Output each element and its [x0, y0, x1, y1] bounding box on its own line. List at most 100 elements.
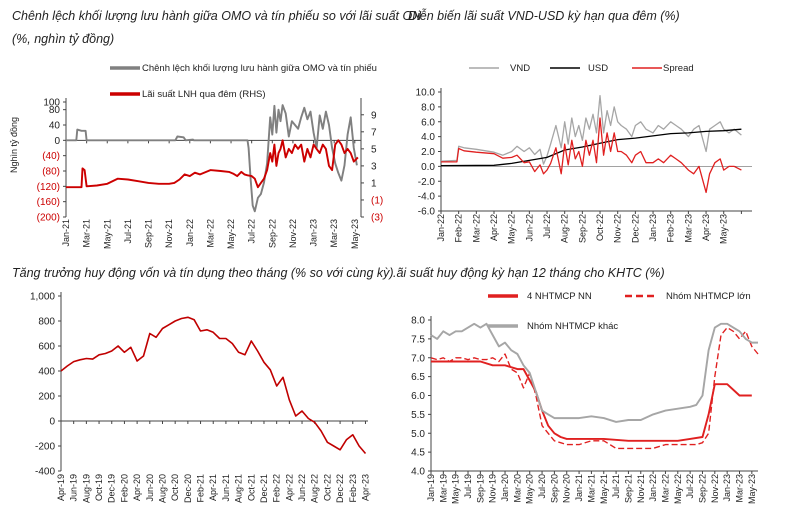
c2-ytick-label: -6.0 [418, 207, 436, 218]
c1-legend-label: Lãi suất LNH qua đêm (RHS) [142, 89, 266, 100]
c4-xtick-label: May-23 [747, 474, 757, 504]
c3-xtick-label: Feb-20 [119, 474, 129, 503]
c1-y2tick-label: 5 [371, 144, 377, 155]
c2-ytick-label: 2.0 [421, 147, 435, 158]
c1-xtick-label: Nov-21 [164, 219, 174, 248]
c1-xtick-label: Sep-21 [144, 219, 154, 248]
c4-legend-label: Nhóm NHTMCP khác [527, 321, 618, 332]
c4-xtick-label: Jul-21 [611, 474, 621, 499]
c3-xtick-label: Aug-19 [81, 474, 91, 503]
c4-xtick-label: Jul-22 [685, 474, 695, 499]
c4-xtick-label: Nov-21 [636, 474, 646, 503]
c4-ytick-label: 4.0 [411, 467, 425, 478]
c3-xtick-label: Apr-19 [56, 474, 66, 501]
c4-series-1-line [431, 360, 752, 442]
c1-xtick-label: Nov-22 [288, 219, 298, 248]
c2-legend-label: Spread [663, 63, 694, 74]
c3-ytick-label: 200 [38, 392, 55, 403]
c1-ytick-label: 40 [49, 121, 61, 132]
c1-ytick-label: (120) [37, 182, 60, 193]
c2-xtick-label: Oct-22 [595, 214, 605, 241]
c1-ytick-label: 80 [49, 105, 61, 116]
c1-xtick-label: May-21 [102, 219, 112, 249]
c2-xtick-label: Aug-22 [560, 214, 570, 243]
c3-xtick-label: Apr-23 [360, 474, 370, 501]
c2-ytick-label: 8.0 [421, 102, 435, 113]
c4-xtick-label: May-22 [673, 474, 683, 504]
c1-ytick-label: (160) [37, 197, 60, 208]
c4-xtick-label: Jul-20 [537, 474, 547, 499]
c3-xtick-label: Oct-22 [322, 474, 332, 501]
c4-xtick-label: Jul-19 [463, 474, 473, 499]
c3-xtick-label: Dec-21 [259, 474, 269, 503]
c4-xtick-label: Sep-22 [697, 474, 707, 503]
c1-xtick-label: May-22 [226, 219, 236, 249]
c1-xtick-label: Jul-22 [247, 219, 257, 244]
c1-ytick-label: 0 [54, 136, 60, 147]
c2-ytick-label: 0.0 [421, 162, 435, 173]
c1-legend-label: Chênh lệch khối lượng lưu hành giữa OMO … [142, 63, 377, 74]
c2-xtick-label: Jul-22 [542, 214, 552, 239]
c4-xtick-label: Nov-19 [488, 474, 498, 503]
c1-xtick-label: Mar-21 [82, 219, 92, 248]
c4-xtick-label: May-20 [525, 474, 535, 504]
c4-ytick-label: 7.5 [411, 334, 425, 345]
c4-xtick-label: Nov-20 [562, 474, 572, 503]
c2-xtick-label: May-23 [719, 214, 729, 244]
c3-xtick-label: Oct-21 [246, 474, 256, 501]
c3-xtick-label: Oct-19 [94, 474, 104, 501]
c1-xtick-label: Jan-23 [309, 219, 319, 247]
c3-ytick-label: 800 [38, 317, 55, 328]
c4-xtick-label: Jan-20 [500, 474, 510, 502]
c2-legend-label: VND [510, 63, 530, 74]
c4-xtick-label: Mar-22 [660, 474, 670, 503]
c2-xtick-label: Mar-22 [471, 214, 481, 243]
c1-xtick-label: Mar-23 [329, 219, 339, 248]
c4-legend-label: 4 NHTMCP NN [527, 291, 592, 302]
c1-xtick-label: Jan-21 [61, 219, 71, 247]
c3-ytick-label: -200 [35, 442, 55, 453]
c4-ytick-label: 8.0 [411, 316, 425, 327]
c2-xtick-label: Jun-22 [524, 214, 534, 242]
c4-ytick-label: 6.5 [411, 372, 425, 383]
c3-xtick-label: Jun-20 [145, 474, 155, 502]
c2-ytick-label: 6.0 [421, 117, 435, 128]
c1-xtick-label: Jan-22 [185, 219, 195, 247]
c2-ytick-label: 4.0 [421, 132, 435, 143]
c2-xtick-label: Mar-23 [683, 214, 693, 243]
c2-xtick-label: Sep-22 [577, 214, 587, 243]
c3-xtick-label: Jun-19 [69, 474, 79, 502]
c2-xtick-label: Feb-23 [666, 214, 676, 243]
c2-xtick-label: Nov-22 [613, 214, 623, 243]
c2-ytick-label: -2.0 [418, 177, 436, 188]
c2-legend-label: USD [588, 63, 608, 74]
c2-ytick-label: -4.0 [418, 192, 436, 203]
c3-xtick-label: Dec-20 [183, 474, 193, 503]
c1-y2tick-label: 3 [371, 161, 377, 172]
c2-series-3-line [441, 117, 742, 194]
c1-series-2-line [66, 139, 359, 189]
c3-xtick-label: Feb-22 [272, 474, 282, 503]
c1-ytick-label: (40) [42, 151, 60, 162]
c3-xtick-label: Aug-22 [310, 474, 320, 503]
c4-xtick-label: Sep-20 [549, 474, 559, 503]
chart2-title: Diễn biến lãi suất VND-USD kỳ hạn qua đê… [408, 9, 680, 23]
c3-xtick-label: Jun-22 [297, 474, 307, 502]
c2-xtick-label: Feb-22 [454, 214, 464, 243]
c2-xtick-label: Apr-23 [701, 214, 711, 241]
c4-xtick-label: May-19 [451, 474, 461, 504]
chart3-title: Tăng trưởng huy động vốn và tín dụng the… [12, 266, 394, 280]
c3-xtick-label: Feb-23 [348, 474, 358, 503]
c2-xtick-label: Jan-23 [648, 214, 658, 242]
c2-xtick-label: May-22 [507, 214, 517, 244]
c1-xtick-label: May-23 [350, 219, 360, 249]
c1-xtick-label: Sep-22 [267, 219, 277, 248]
c3-ytick-label: 400 [38, 367, 55, 378]
c3-xtick-label: Feb-21 [196, 474, 206, 503]
c1-y2tick-label: 7 [371, 127, 377, 138]
c3-xtick-label: Apr-21 [208, 474, 218, 501]
